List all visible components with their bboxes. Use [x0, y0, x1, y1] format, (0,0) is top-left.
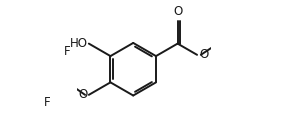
Text: O: O: [199, 48, 208, 61]
Text: O: O: [78, 88, 88, 101]
Text: HO: HO: [69, 37, 88, 50]
Text: F: F: [64, 45, 71, 59]
Text: O: O: [173, 5, 182, 18]
Text: F: F: [44, 96, 51, 109]
